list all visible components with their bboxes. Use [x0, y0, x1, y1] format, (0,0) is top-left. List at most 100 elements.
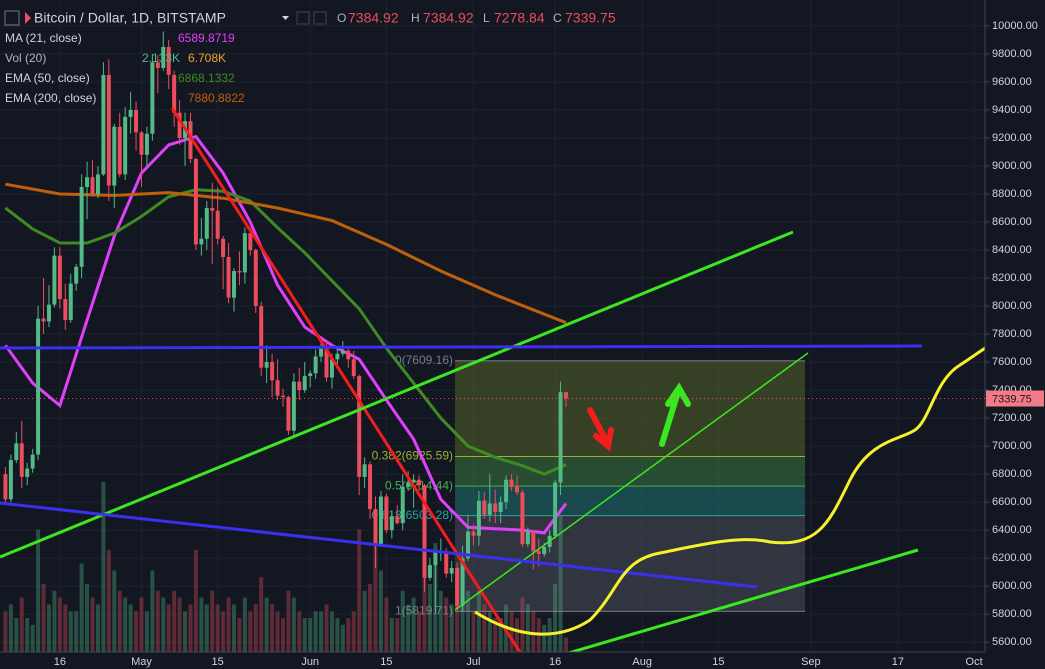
candle-body: [117, 126, 122, 175]
candle-body: [226, 257, 231, 298]
candle-body: [368, 464, 373, 510]
candle-body: [302, 376, 307, 391]
volume-bar: [373, 536, 378, 652]
ohlc-name: H: [411, 11, 420, 25]
grid: [0, 0, 985, 652]
volume-bar: [406, 604, 411, 652]
x-tick-label: 16: [549, 656, 561, 668]
volume-bar: [139, 597, 144, 652]
volume-bar: [340, 624, 345, 652]
candle-body: [14, 443, 19, 461]
volume-bar: [237, 618, 242, 652]
symbol-title: Bitcoin / Dollar, 1D, BITSTAMP: [34, 10, 226, 26]
candle-body: [389, 516, 394, 531]
candle-body: [112, 126, 117, 186]
volume-bar: [199, 597, 204, 652]
volume-bar: [144, 611, 149, 652]
trend-line: [0, 230, 794, 559]
indicator-line: [4, 188, 567, 476]
volume-bar: [166, 604, 171, 652]
volume-bar: [482, 604, 487, 652]
candle-body: [286, 397, 291, 431]
volume-bar: [389, 618, 394, 652]
arrow-down: [587, 407, 614, 452]
volume-bar: [264, 597, 269, 652]
candle-body: [313, 356, 318, 374]
volume-bar: [150, 570, 155, 652]
collapse-icon[interactable]: [4, 10, 20, 26]
volume-bar: [183, 611, 188, 652]
volume-bar: [52, 590, 57, 652]
candle-body: [188, 121, 193, 159]
candle-body: [395, 516, 400, 524]
indicators: [4, 134, 568, 535]
ohlc-value: 7384.92: [348, 10, 399, 26]
volume: [3, 482, 568, 652]
candle-body: [449, 567, 454, 574]
candle-body: [324, 346, 329, 378]
candle-body: [74, 266, 79, 284]
candle-body: [291, 381, 296, 431]
candle-body: [106, 74, 111, 186]
candle-body: [161, 46, 166, 68]
x-tick-label: 16: [54, 656, 66, 668]
candle-body: [166, 46, 171, 75]
y-tick-label: 8800.00: [992, 188, 1032, 200]
x-tick-label: 15: [712, 656, 724, 668]
drawings: [0, 107, 985, 652]
candle-body: [297, 381, 302, 391]
candle-body: [417, 479, 422, 486]
volume-bar: [275, 611, 280, 652]
candles: [3, 31, 568, 615]
volume-bar: [520, 597, 525, 652]
candle-body: [319, 346, 324, 357]
volume-bar: [395, 618, 400, 652]
candle-body: [193, 158, 198, 245]
candle-body: [455, 567, 460, 606]
trend-line: [454, 352, 809, 611]
candle-body: [422, 485, 427, 578]
volume-bar: [449, 604, 454, 652]
candle-body: [237, 271, 242, 273]
candle-body: [482, 500, 487, 515]
ohlc-name: C: [553, 11, 562, 25]
candle-body: [275, 380, 280, 396]
candle-body: [101, 74, 106, 175]
candle-body: [259, 306, 264, 368]
candle-body: [270, 362, 275, 381]
y-tick-label: 7200.00: [992, 412, 1032, 424]
volume-bar: [57, 597, 62, 652]
candle-body: [68, 283, 73, 321]
fib-zone: [455, 360, 805, 457]
indicator-legend-name: MA (21, close): [5, 31, 82, 45]
x-tick-label: 15: [380, 656, 392, 668]
candle-body: [509, 479, 514, 487]
ohlc-value: 7384.92: [423, 10, 474, 26]
candle-body: [553, 482, 558, 536]
volume-bar: [36, 529, 41, 652]
candle-body: [128, 109, 133, 117]
candle-body: [3, 474, 8, 500]
last-price-label: 7339.75: [992, 393, 1032, 405]
fib-zone: [455, 515, 805, 612]
indicator-legend-value: 6589.8719: [178, 31, 235, 45]
icon-button[interactable]: [296, 11, 310, 25]
volume-bar: [90, 597, 95, 652]
candle-body: [476, 500, 481, 536]
candle-body: [542, 546, 547, 554]
volume-bar: [117, 590, 122, 652]
volume-bar: [25, 618, 30, 652]
y-tick-label: 8600.00: [992, 216, 1032, 228]
volume-bar: [411, 597, 416, 652]
y-tick-label: 6400.00: [992, 524, 1032, 536]
candle-body: [373, 509, 378, 545]
candle-body: [504, 479, 509, 503]
dropdown[interactable]: [282, 16, 289, 20]
volume-bar: [286, 590, 291, 652]
trend-line: [0, 344, 923, 350]
volume-bar: [46, 604, 51, 652]
icon-button[interactable]: [313, 11, 327, 25]
projection-curve: [474, 346, 985, 636]
volume-bar: [362, 590, 367, 652]
